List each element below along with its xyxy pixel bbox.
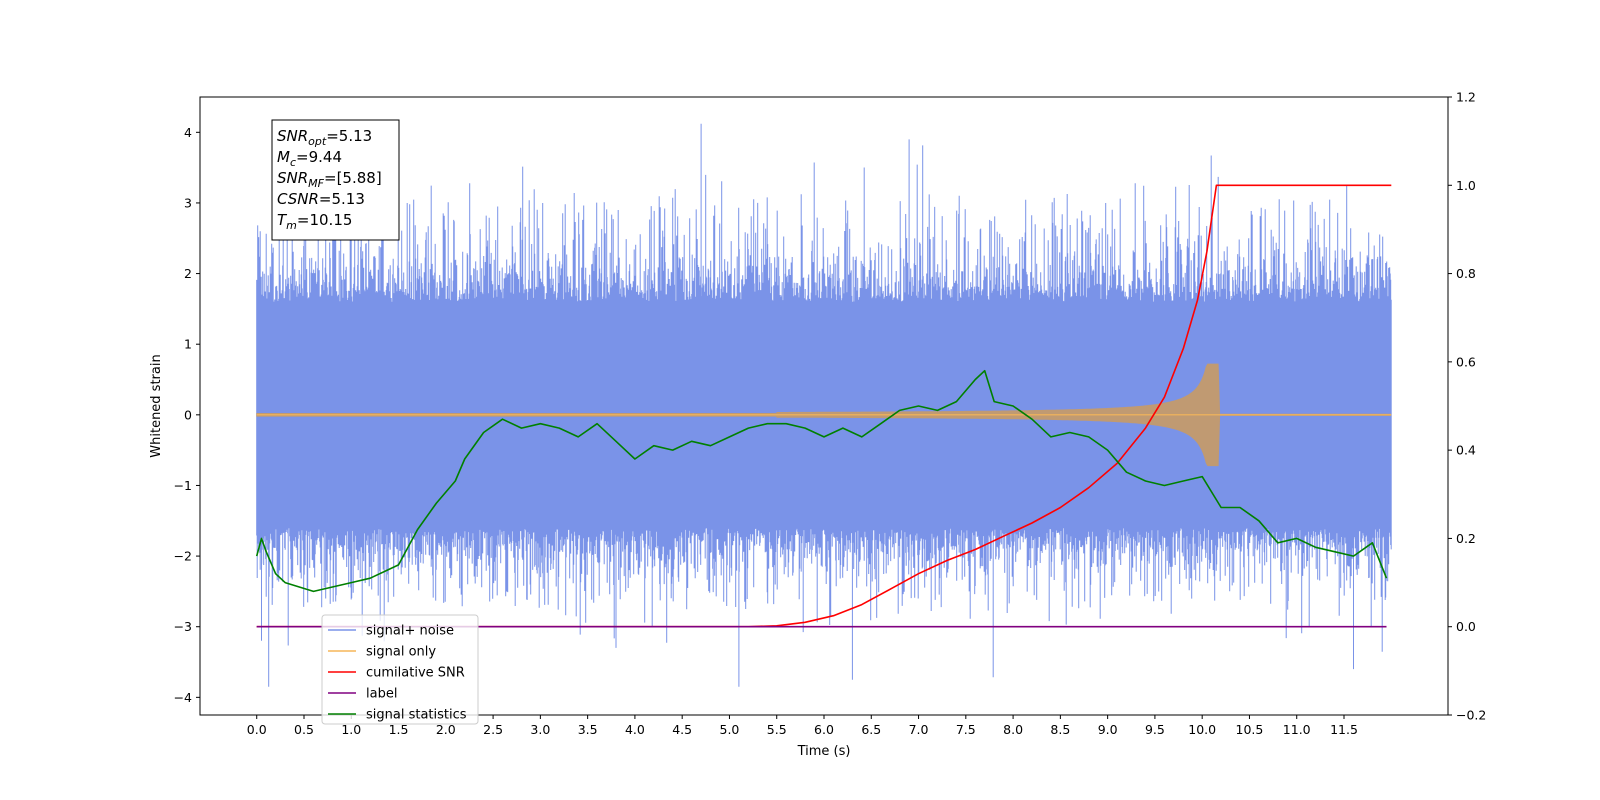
x-tick-label: 4.5 <box>672 722 692 737</box>
y2-tick-label: 1.0 <box>1456 178 1476 193</box>
y-tick-label: 2 <box>184 266 192 281</box>
y-tick-label: 1 <box>184 337 192 352</box>
x-tick-label: 3.0 <box>530 722 550 737</box>
annotation-line: SNRopt=5.13 <box>277 127 372 148</box>
x-tick-label: 1.0 <box>341 722 361 737</box>
legend-label: cumilative SNR <box>366 666 465 681</box>
x-tick-label: 2.5 <box>483 722 503 737</box>
y-tick-label: −1 <box>174 478 192 493</box>
annotation-line: SNRMF=[5.88] <box>277 169 382 190</box>
y2-tick-label: 0.6 <box>1456 354 1476 369</box>
y-tick-label: 4 <box>184 125 192 140</box>
legend-label: label <box>366 687 397 702</box>
y2-tick-label: 0.0 <box>1456 619 1476 634</box>
legend-label: signal statistics <box>366 708 467 723</box>
annotation-line: CSNR=5.13 <box>277 190 365 208</box>
x-tick-label: 9.0 <box>1098 722 1118 737</box>
x-tick-label: 5.0 <box>720 722 740 737</box>
legend-label: signal only <box>366 645 436 660</box>
x-tick-label: 3.5 <box>578 722 598 737</box>
series-signal-noise <box>256 123 1392 687</box>
series-cumilative-snr <box>256 184 1392 628</box>
y-tick-label: −4 <box>174 690 192 705</box>
x-tick-label: 8.0 <box>1003 722 1023 737</box>
legend-label: signal+ noise <box>366 624 454 639</box>
x-tick-label: 0.0 <box>247 722 267 737</box>
x-tick-label: 9.5 <box>1145 722 1165 737</box>
x-tick-label: 4.0 <box>625 722 645 737</box>
x-tick-label: 6.0 <box>814 722 834 737</box>
y2-tick-label: 0.8 <box>1456 266 1476 281</box>
x-tick-label: 2.0 <box>436 722 456 737</box>
legend-entries: signal+ noise signal only cumilative SNR la… <box>328 624 467 723</box>
series-signal-statistics <box>255 369 1388 593</box>
y2-tick-label: 1.2 <box>1456 90 1476 105</box>
x-tick-label: 10.5 <box>1236 722 1264 737</box>
y-tick-label: −2 <box>174 549 192 564</box>
x-tick-label: 11.5 <box>1330 722 1358 737</box>
x-tick-label: 11.0 <box>1283 722 1311 737</box>
y2-tick-label: 0.2 <box>1456 531 1476 546</box>
x-tick-label: 7.5 <box>956 722 976 737</box>
x-axis-label: Time (s) <box>797 744 851 759</box>
x-tick-label: 0.5 <box>294 722 314 737</box>
axes-layer: 0.0 0.5 1.0 1.5 2.0 2.5 3.0 3.5 4.0 4.5 5.0 5.5 6.0 6… <box>174 90 1487 738</box>
x-tick-label: 1.5 <box>389 722 409 737</box>
y-axis-label: Whitened strain <box>149 354 164 457</box>
legend: signal+ noise signal only cumilative SNR la… <box>321 614 479 725</box>
x-tick-label: 6.5 <box>861 722 881 737</box>
y-tick-label: 0 <box>184 407 192 422</box>
annotation-line: Tm=10.15 <box>277 211 352 232</box>
series-layer <box>255 123 1392 687</box>
x-tick-label: 5.5 <box>767 722 787 737</box>
x-tick-label: 7.0 <box>909 722 929 737</box>
y2-tick-label: 0.4 <box>1456 443 1476 458</box>
annotation-line: Mc=9.44 <box>277 148 342 169</box>
x-tick-label: 8.5 <box>1050 722 1070 737</box>
y-tick-label: −3 <box>174 619 192 634</box>
y2-tick-label: −0.2 <box>1456 708 1486 723</box>
x-tick-label: 10.0 <box>1188 722 1216 737</box>
y-tick-label: 3 <box>184 195 192 210</box>
